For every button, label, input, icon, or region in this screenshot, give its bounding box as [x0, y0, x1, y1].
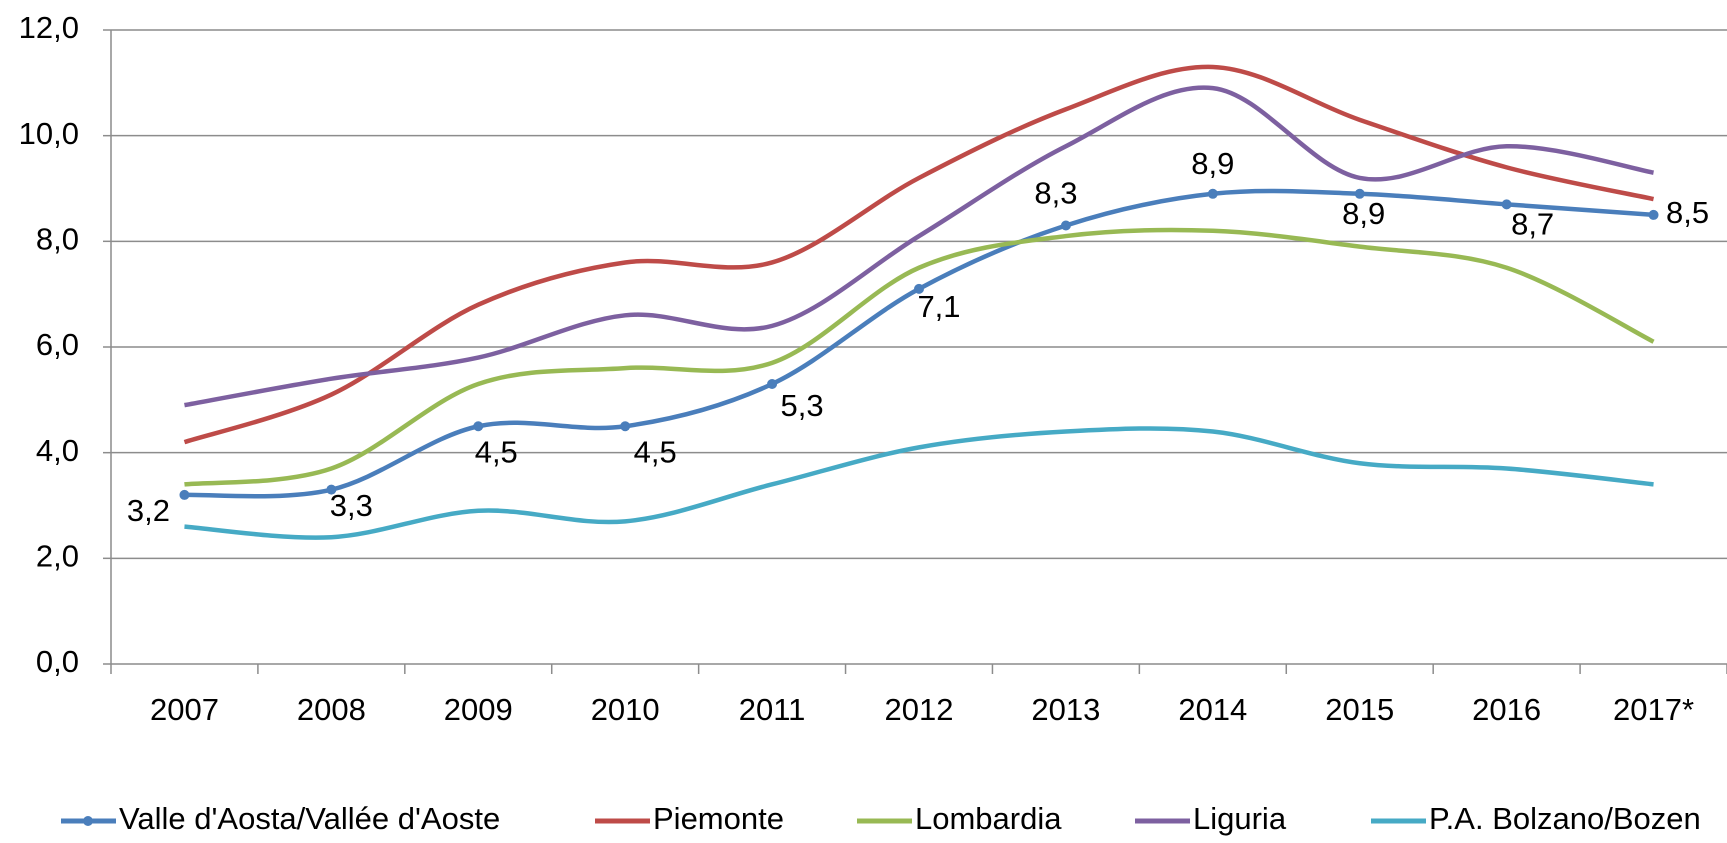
series-line: [184, 85, 1654, 408]
data-point: [914, 283, 924, 294]
data-label: 8,9: [1342, 196, 1385, 231]
data-label: 8,7: [1511, 207, 1554, 242]
series-line: [184, 426, 1654, 540]
data-point: [473, 421, 484, 432]
data-label: 8,3: [1034, 176, 1077, 211]
x-tick-label: 2008: [297, 692, 366, 727]
legend-label: P.A. Bolzano/Bozen: [1429, 801, 1701, 836]
data-point: [179, 489, 190, 500]
data-label: 3,2: [127, 493, 170, 528]
data-point: [1060, 220, 1071, 231]
legend-label: Liguria: [1193, 801, 1287, 836]
data-label: 4,5: [634, 434, 677, 469]
x-tick-label: 2010: [591, 692, 660, 727]
legend-label: Lombardia: [915, 801, 1062, 836]
data-point: [767, 378, 778, 389]
data-point: [326, 484, 337, 495]
data-point: [1207, 188, 1218, 199]
x-tick-label: 2012: [885, 692, 954, 727]
data-label: 7,1: [917, 289, 960, 324]
y-tick-label: 12,0: [19, 10, 79, 45]
data-label: 5,3: [781, 388, 824, 423]
y-tick-label: 0,0: [36, 644, 79, 679]
y-tick-label: 4,0: [36, 433, 79, 468]
y-tick-label: 10,0: [19, 116, 79, 151]
x-tick-label: 2011: [739, 692, 806, 727]
data-point: [1501, 199, 1512, 210]
data-point: [1354, 188, 1365, 199]
legend-marker: [83, 816, 93, 826]
data-label: 8,9: [1191, 146, 1234, 181]
y-tick-label: 6,0: [36, 327, 79, 362]
x-tick-label: 2014: [1178, 692, 1247, 727]
data-point: [1648, 209, 1659, 220]
y-tick-label: 2,0: [36, 539, 79, 574]
data-label: 4,5: [475, 434, 518, 469]
x-tick-label: 2016: [1472, 692, 1541, 727]
x-tick-label: 2013: [1031, 692, 1100, 727]
x-tick-label: 2017*: [1613, 692, 1694, 727]
data-point: [620, 421, 631, 432]
series-line: [184, 227, 1655, 487]
x-tick-label: 2007: [150, 692, 219, 727]
legend-label: Piemonte: [653, 801, 784, 836]
series-line: [183, 64, 1655, 445]
y-tick-label: 8,0: [36, 222, 79, 257]
legend-label: Valle d'Aosta/Vallée d'Aoste: [119, 801, 500, 836]
x-tick-label: 2009: [444, 692, 513, 727]
data-label: 8,5: [1666, 195, 1709, 230]
x-tick-label: 2015: [1325, 692, 1394, 727]
data-label: 3,3: [330, 488, 373, 523]
